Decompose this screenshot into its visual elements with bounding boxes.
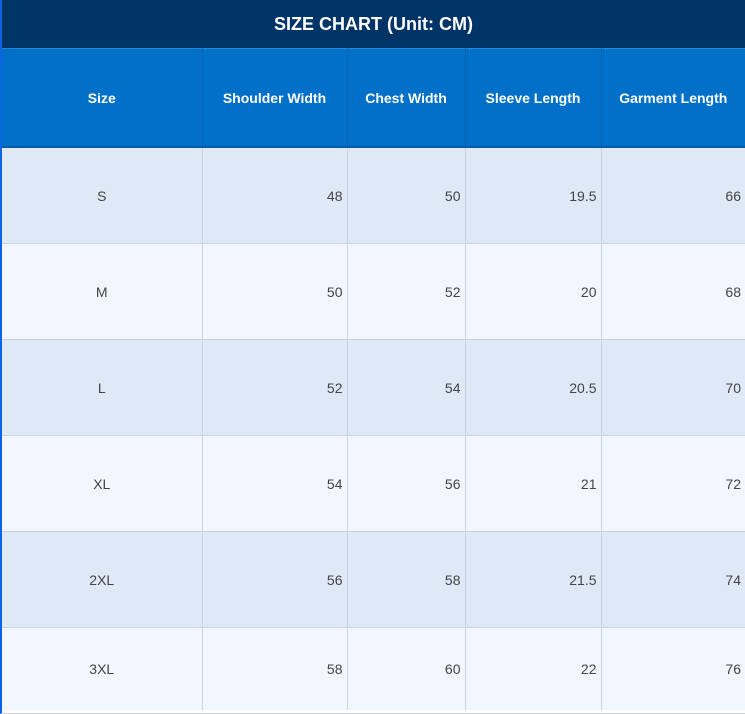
chest-width-cell: 54 <box>347 339 466 436</box>
table-row: XL 54 56 21 72 <box>2 435 745 532</box>
garment-length-cell: 72 <box>601 435 745 532</box>
table-row: 2XL 56 58 21.5 74 <box>2 531 745 628</box>
column-header-size: Size <box>2 48 203 148</box>
header-row: Size Shoulder Width Chest Width Sleeve L… <box>2 48 745 148</box>
shoulder-width-cell: 48 <box>202 147 348 244</box>
size-cell: 2XL <box>2 531 203 628</box>
garment-length-cell: 66 <box>601 147 745 244</box>
chest-width-cell: 58 <box>347 531 466 628</box>
garment-length-cell: 76 <box>601 627 745 710</box>
chest-width-cell: 60 <box>347 627 466 710</box>
column-header-chest-width: Chest Width <box>347 48 466 148</box>
chest-width-cell: 52 <box>347 243 466 340</box>
size-cell: S <box>2 147 203 244</box>
garment-length-cell: 68 <box>601 243 745 340</box>
size-cell: L <box>2 339 203 436</box>
sleeve-length-cell: 21 <box>465 435 602 532</box>
column-header-shoulder-width: Shoulder Width <box>202 48 348 148</box>
shoulder-width-cell: 58 <box>202 627 348 710</box>
sleeve-length-cell: 22 <box>465 627 602 710</box>
chart-title: SIZE CHART (Unit: CM) <box>2 0 745 48</box>
garment-length-cell: 70 <box>601 339 745 436</box>
sleeve-length-cell: 20 <box>465 243 602 340</box>
table-row: 3XL 58 60 22 76 <box>2 627 745 710</box>
shoulder-width-cell: 50 <box>202 243 348 340</box>
size-table: Size Shoulder Width Chest Width Sleeve L… <box>2 48 745 710</box>
shoulder-width-cell: 56 <box>202 531 348 628</box>
chest-width-cell: 56 <box>347 435 466 532</box>
sleeve-length-cell: 21.5 <box>465 531 602 628</box>
size-cell: M <box>2 243 203 340</box>
garment-length-cell: 74 <box>601 531 745 628</box>
chest-width-cell: 50 <box>347 147 466 244</box>
column-header-sleeve-length: Sleeve Length <box>465 48 602 148</box>
sleeve-length-cell: 20.5 <box>465 339 602 436</box>
column-header-garment-length: Garment Length <box>601 48 745 148</box>
size-cell: XL <box>2 435 203 532</box>
table-row: M 50 52 20 68 <box>2 243 745 340</box>
shoulder-width-cell: 52 <box>202 339 348 436</box>
sleeve-length-cell: 19.5 <box>465 147 602 244</box>
shoulder-width-cell: 54 <box>202 435 348 532</box>
size-cell: 3XL <box>2 627 203 710</box>
table-row: S 48 50 19.5 66 <box>2 147 745 244</box>
table-row: L 52 54 20.5 70 <box>2 339 745 436</box>
